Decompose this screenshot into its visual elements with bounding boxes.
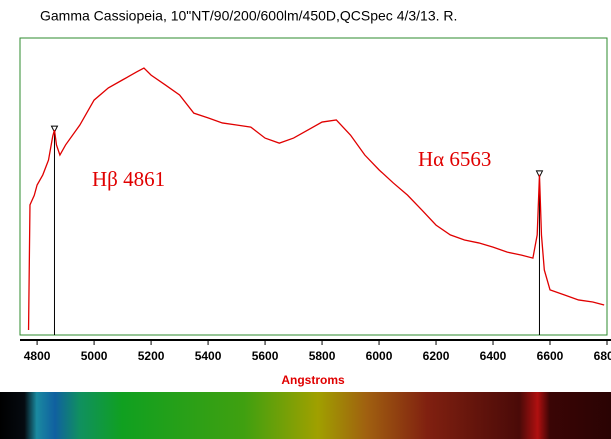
- x-tick-label: 6800: [594, 349, 611, 363]
- x-tick-label: 5200: [138, 349, 165, 363]
- x-tick-label: 6600: [537, 349, 564, 363]
- marker-triangle: [535, 170, 544, 179]
- x-tick-label: 5000: [81, 349, 108, 363]
- spectrum-line: [27, 67, 605, 330]
- chart-title: Gamma Cassiopeia, 10"NT/90/200/600lm/450…: [40, 8, 457, 24]
- x-tick-label: 6000: [366, 349, 393, 363]
- x-tick-label: 5800: [309, 349, 336, 363]
- x-tick-label: 6400: [480, 349, 507, 363]
- annotation: Hα 6563: [418, 147, 491, 171]
- x-tick-label: 5400: [195, 349, 222, 363]
- x-axis-label: Angstroms: [281, 373, 345, 387]
- plot-frame: [19, 37, 608, 336]
- x-tick-label: 5600: [252, 349, 279, 363]
- marker-triangle: [50, 125, 59, 134]
- x-tick-label: 6200: [423, 349, 450, 363]
- spectrum-strip: [0, 392, 611, 439]
- annotation: Hβ 4861: [92, 167, 165, 191]
- x-tick-label: 4800: [24, 349, 51, 363]
